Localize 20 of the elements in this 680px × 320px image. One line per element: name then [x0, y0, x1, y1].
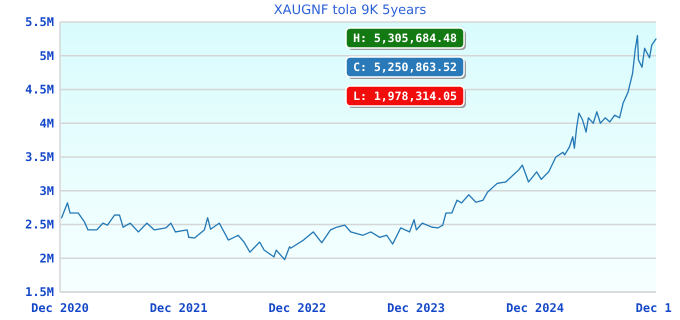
- y-tick-label: 2.5M: [25, 218, 54, 232]
- y-tick-label: 5M: [40, 48, 54, 63]
- y-tick-label: 2M: [40, 251, 54, 266]
- annotation: C: 5,250,863.52: [353, 60, 457, 74]
- x-tick-label: Dec 2022: [268, 301, 326, 315]
- x-tick-label: Dec 2023: [387, 301, 445, 315]
- y-tick-label: 4.5M: [25, 82, 54, 97]
- y-tick-label: 3M: [40, 184, 54, 198]
- line-series: [60, 34, 657, 260]
- y-tick-label: 1.5M: [25, 285, 54, 300]
- y-tick-label: 5.5M: [25, 15, 54, 30]
- annotation: H: 5,305,684.48: [353, 31, 457, 46]
- x-tick-label: Dec 1: [636, 301, 672, 315]
- y-tick-label: 4M: [40, 116, 54, 130]
- annotation: L: 1,978,314.05: [353, 89, 457, 104]
- x-tick-label: Dec 2020: [31, 301, 89, 315]
- x-tick-label: Dec 2024: [506, 301, 564, 315]
- x-tick-label: Dec 2021: [150, 301, 208, 315]
- chart-title: XAUGNF tola 9K 5years: [274, 3, 426, 18]
- y-tick-label: 3.5M: [25, 150, 54, 164]
